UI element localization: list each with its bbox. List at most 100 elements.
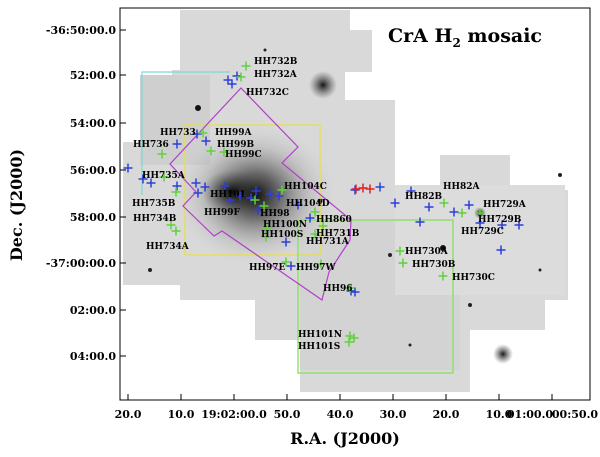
blue-plus-marker — [246, 193, 256, 203]
blue-plus-marker — [138, 174, 148, 184]
ra-tick-label: 20.0 — [433, 408, 460, 421]
blue-plus-marker — [286, 261, 296, 271]
hh-label: HH735B — [132, 199, 176, 209]
blue-plus-marker — [415, 217, 425, 227]
blue-plus-marker — [201, 136, 211, 146]
blue-plus-marker — [293, 200, 303, 210]
hh-label: HH730A — [405, 247, 449, 257]
blue-plus-marker — [406, 186, 416, 196]
ra-tick-label: 01:00.0 — [507, 408, 554, 421]
green-plus-marker — [166, 220, 176, 230]
hh-label: HH731B — [316, 229, 360, 239]
hh-label: HH99C — [225, 150, 262, 160]
green-plus-marker — [398, 258, 408, 268]
figure-title: CrA H2 mosaic — [388, 25, 542, 50]
blue-plus-marker — [232, 71, 242, 81]
blue-plus-marker — [449, 207, 459, 217]
hh-label: HH731A — [306, 237, 350, 247]
hh-label: HH734B — [133, 214, 177, 224]
green-plus-marker — [344, 337, 354, 347]
mosaic-image — [119, 7, 591, 401]
blue-plus-marker — [172, 181, 182, 191]
hh-label: HH732A — [254, 70, 298, 80]
green-plus-marker — [250, 195, 260, 205]
blue-plus-marker — [424, 202, 434, 212]
green-field-box — [297, 219, 454, 374]
hh-label: HH82B — [405, 192, 443, 202]
green-plus-marker — [395, 246, 405, 256]
dec-tick-labels: -36:50:00.0 52:00.0 54:00.0 56:00.0 58:0… — [46, 24, 116, 363]
hh-label: HH97E — [249, 263, 286, 273]
plot-frame — [120, 29, 553, 400]
hh-label: HH729A — [483, 200, 527, 210]
blue-plus-marker — [123, 163, 133, 173]
red-plus-marker — [358, 183, 368, 193]
ra-tick-label: 50.0 — [274, 408, 301, 421]
blue-plus-marker — [227, 79, 237, 89]
blue-plus-marker — [172, 139, 182, 149]
ra-tick-label: 10.0 — [486, 408, 513, 421]
dec-tick-label: 58:00.0 — [70, 211, 117, 224]
blue-plus-marker — [200, 182, 210, 192]
y-axis-label: Dec. (J2000) — [7, 149, 26, 261]
hh-label: HH730C — [452, 273, 495, 283]
green-plus-marker — [262, 223, 272, 233]
green-plus-marker — [198, 128, 208, 138]
green-plus-marker — [236, 72, 246, 82]
green-plus-marker — [157, 149, 167, 159]
ra-tick-label: 10.0 — [168, 408, 195, 421]
green-plus-marker — [316, 259, 326, 269]
ra-tick-label: 20.0 — [115, 408, 142, 421]
dec-tick-label: -36:50:00.0 — [46, 24, 116, 37]
green-plus-marker — [259, 201, 269, 211]
blue-plus-marker — [496, 245, 506, 255]
blue-plus-marker — [193, 188, 203, 198]
green-plus-marker — [219, 147, 229, 157]
hh-label: HH732C — [246, 88, 289, 98]
hh-label: HH98 — [260, 209, 290, 219]
blue-plus-marker — [281, 237, 291, 247]
blue-plus-marker — [375, 182, 385, 192]
hh-label: HH101S — [298, 342, 340, 352]
hh-label: HH100N — [263, 220, 307, 230]
blue-plus-marker — [235, 191, 245, 201]
blue-plus-marker — [191, 178, 201, 188]
hh-label: HH735A — [142, 171, 186, 181]
hh-label: HH736 — [133, 140, 169, 150]
green-plus-marker — [349, 333, 359, 343]
blue-plus-marker — [225, 195, 235, 205]
hh-label: HH96 — [323, 284, 353, 294]
green-plus-marker — [345, 331, 355, 341]
dec-tick-label: 04:00.0 — [70, 350, 117, 363]
blue-plus-marker — [220, 181, 230, 191]
cyan-field-box — [141, 71, 230, 195]
blue-plus-marker — [497, 220, 507, 230]
green-plus-marker — [318, 221, 328, 231]
blue-plus-marker — [274, 191, 284, 201]
blue-plus-marker — [514, 220, 524, 230]
dec-tick-label: 56:00.0 — [70, 164, 117, 177]
x-axis-label: R.A. (J2000) — [290, 429, 400, 448]
blue-plus-marker — [390, 198, 400, 208]
red-plus-marker — [351, 184, 361, 194]
blue-plus-marker — [265, 189, 275, 199]
blue-plus-marker — [251, 186, 261, 196]
survey-outlines — [141, 71, 454, 374]
yellow-field-box — [184, 124, 321, 256]
hh-label: HH729C — [461, 227, 504, 237]
green-plus-marker — [475, 208, 485, 218]
hh-label: HH734A — [146, 242, 190, 252]
green-plus-marker — [261, 232, 271, 242]
hh-label: HH99A — [215, 128, 253, 138]
blue-plus-marker — [475, 218, 485, 228]
green-plus-marker — [438, 271, 448, 281]
green-plus-marker — [159, 172, 169, 182]
hh-label: HH101N — [298, 330, 342, 340]
hh-label: HH730B — [412, 260, 456, 270]
blue-plus-marker — [350, 185, 360, 195]
blue-plus-marker — [146, 178, 156, 188]
green-plus-marker — [439, 198, 449, 208]
blue-plus-marker — [223, 75, 233, 85]
dec-tick-label: 54:00.0 — [70, 117, 117, 130]
